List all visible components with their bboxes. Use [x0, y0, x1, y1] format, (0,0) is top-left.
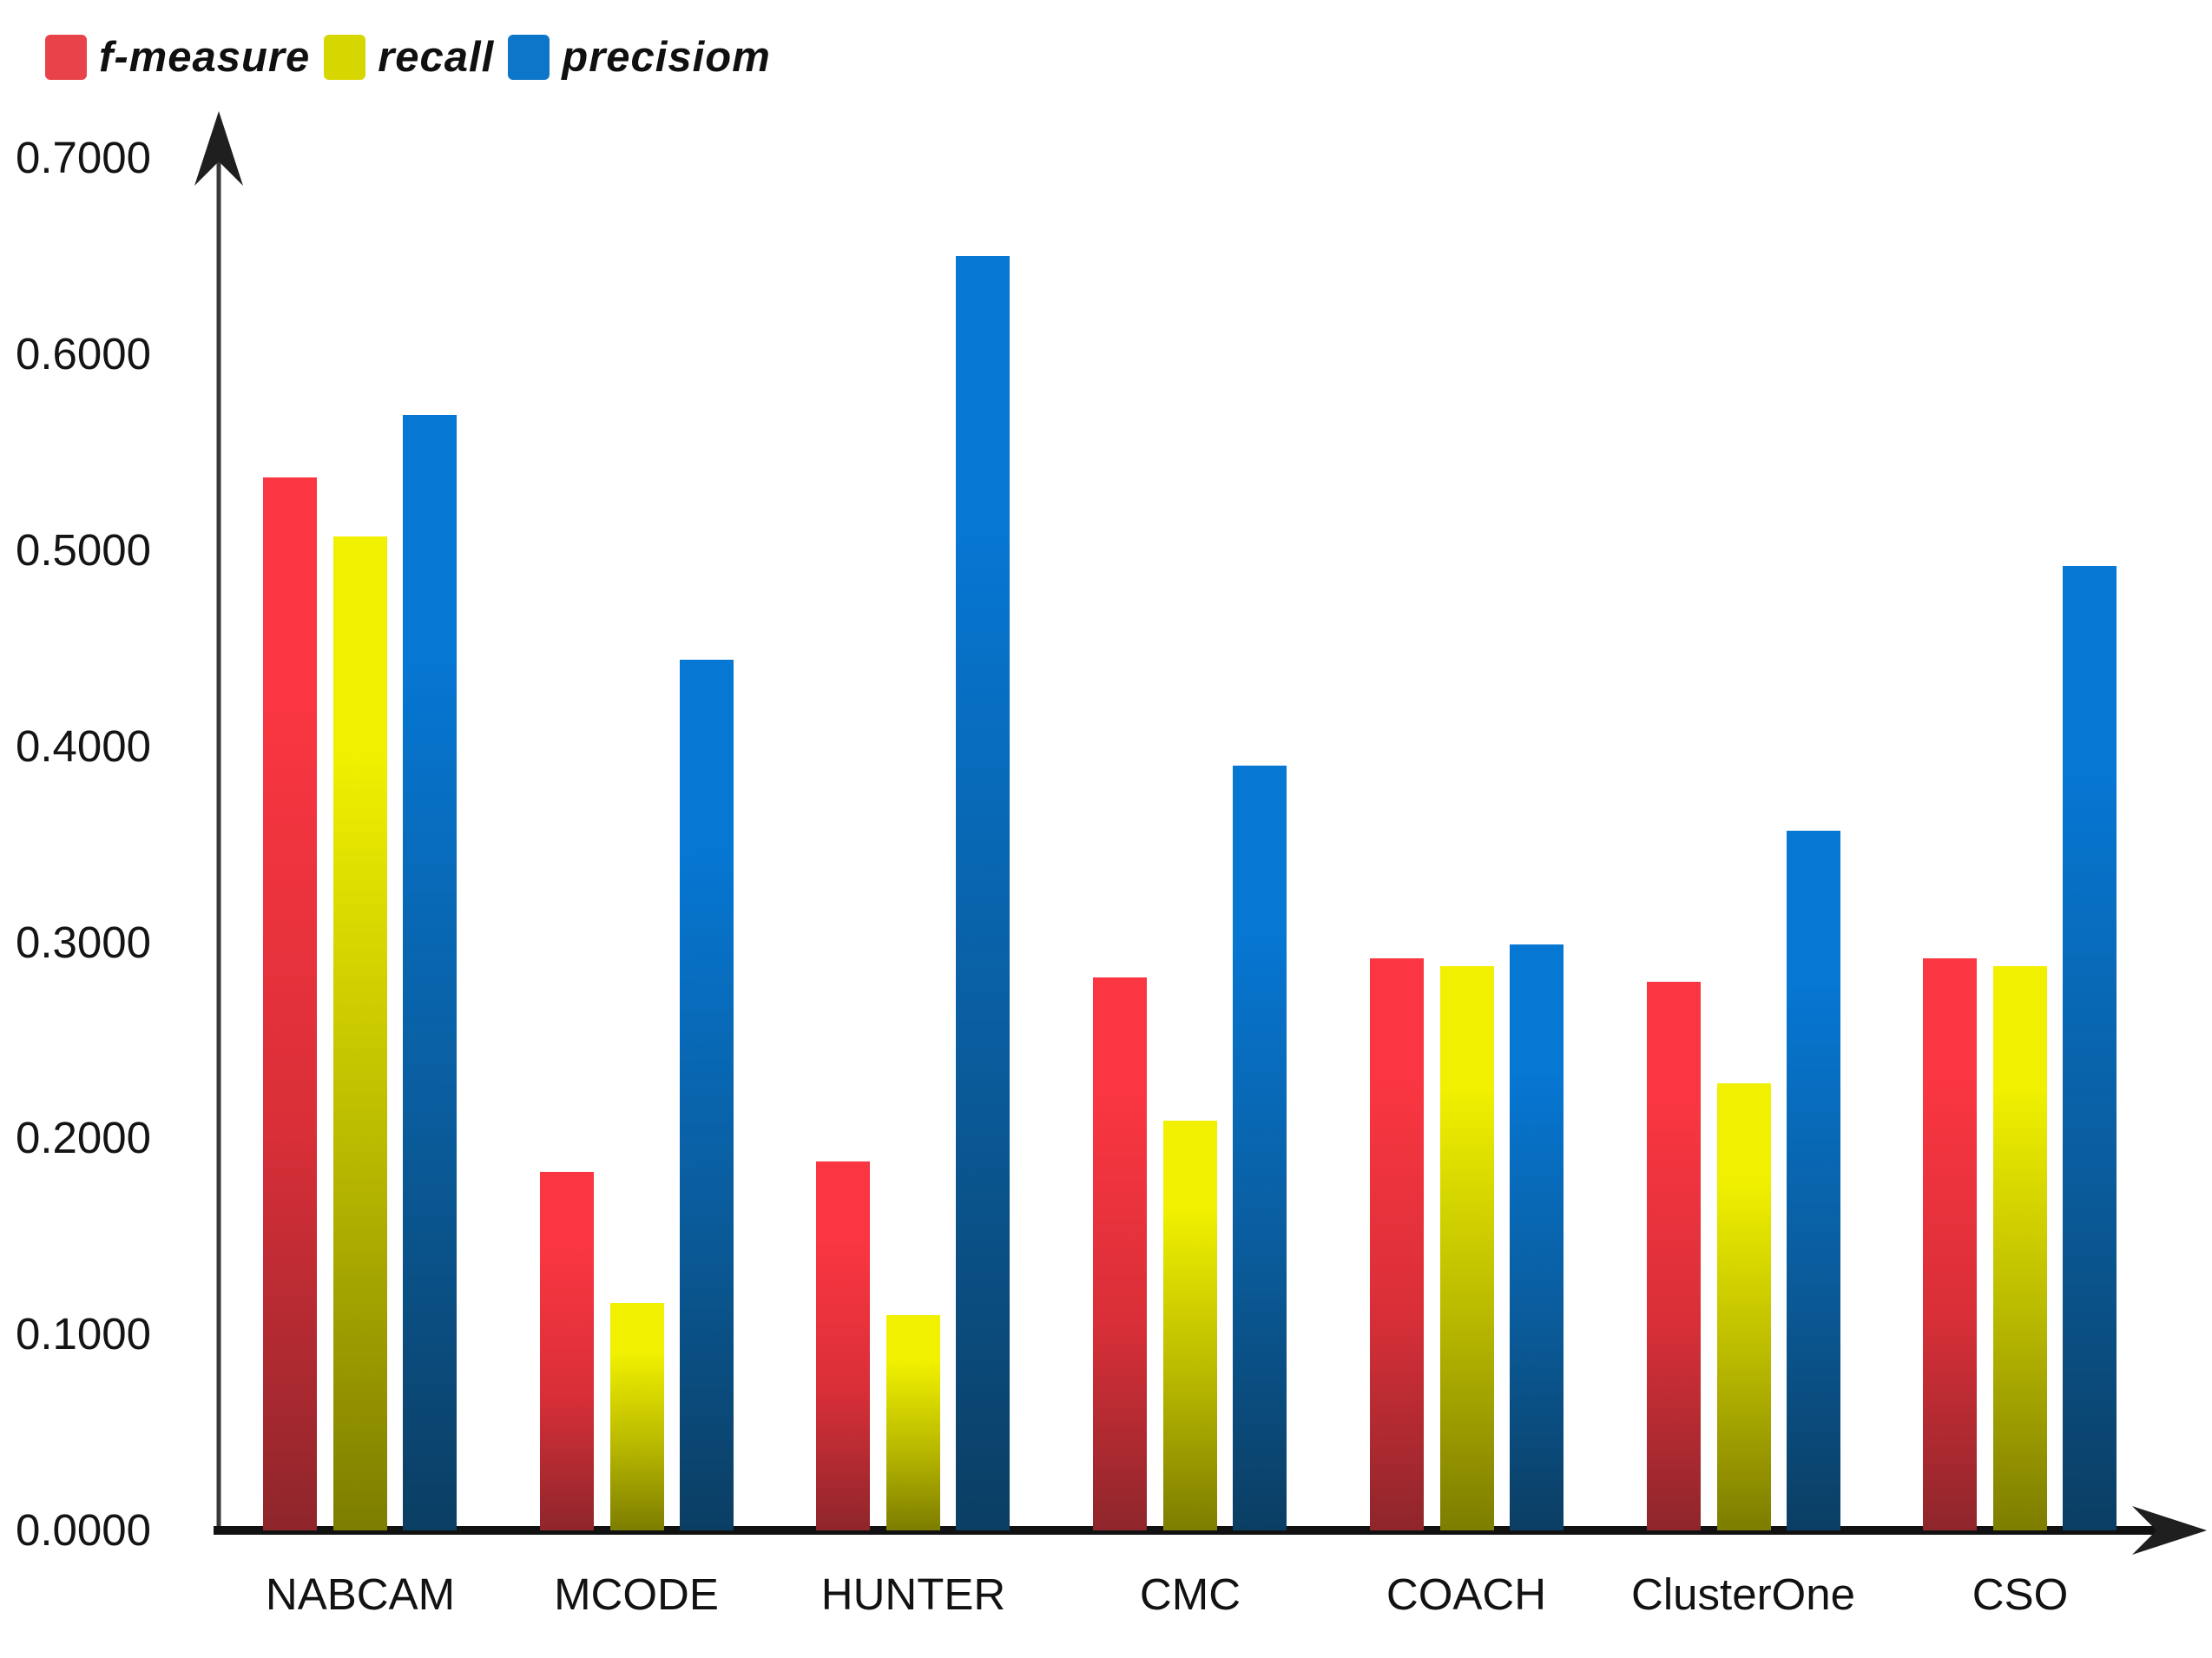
legend-label-f-measure: f-measure	[99, 34, 311, 81]
legend-item-recall: recall	[324, 33, 494, 82]
bar-recall-HUNTER	[886, 1314, 940, 1530]
legend-swatch-recall-icon	[324, 35, 366, 80]
x-category-label-HUNTER: HUNTER	[820, 1569, 1006, 1619]
legend-swatch-precision-icon	[508, 35, 550, 80]
bar-precisiom-CSO	[2063, 566, 2117, 1530]
x-category-label-ClusterOne: ClusterOne	[1631, 1569, 1855, 1619]
bar-recall-MCODE	[610, 1303, 664, 1530]
bar-f-measure-ClusterOne	[1647, 981, 1701, 1530]
legend-label-precision: precisiom	[562, 34, 771, 81]
x-category-label-MCODE: MCODE	[554, 1569, 719, 1619]
y-tick-label: 0.4000	[16, 720, 151, 771]
legend: f-measure recall precisiom	[45, 33, 771, 82]
bar-f-measure-COACH	[1370, 957, 1424, 1530]
bar-precisiom-ClusterOne	[1787, 830, 1840, 1530]
y-tick-label: 0.0000	[16, 1505, 151, 1555]
bar-f-measure-HUNTER	[816, 1161, 870, 1530]
bar-recall-COACH	[1440, 965, 1494, 1530]
x-category-label-COACH: COACH	[1386, 1569, 1547, 1619]
x-axis-arrow-icon	[2132, 1506, 2207, 1555]
y-axis-arrow-icon	[194, 111, 243, 186]
bar-precisiom-NABCAM	[403, 415, 457, 1530]
y-tick-label: 0.5000	[16, 525, 151, 575]
y-tick-label: 0.3000	[16, 917, 151, 967]
y-tick-label: 0.2000	[16, 1113, 151, 1163]
y-tick-label: 0.1000	[16, 1309, 151, 1359]
x-category-label-CMC: CMC	[1139, 1569, 1241, 1619]
bar-precisiom-COACH	[1510, 944, 1564, 1530]
legend-item-f-measure: f-measure	[45, 33, 310, 82]
legend-item-precision: precisiom	[508, 33, 770, 82]
bar-recall-CSO	[1993, 965, 2047, 1530]
legend-label-recall: recall	[378, 34, 495, 81]
bar-precisiom-CMC	[1233, 766, 1287, 1530]
bar-recall-CMC	[1163, 1121, 1217, 1530]
bar-f-measure-MCODE	[540, 1171, 594, 1530]
legend-swatch-f-measure-icon	[45, 35, 87, 80]
x-category-label-NABCAM: NABCAM	[265, 1569, 456, 1619]
bar-f-measure-NABCAM	[263, 477, 317, 1530]
bar-f-measure-CSO	[1923, 957, 1977, 1530]
bar-recall-NABCAM	[333, 536, 387, 1530]
bar-f-measure-CMC	[1093, 977, 1147, 1530]
y-tick-label: 0.7000	[16, 133, 151, 183]
x-category-label-CSO: CSO	[1972, 1569, 2069, 1619]
y-tick-label: 0.6000	[16, 329, 151, 379]
bar-precisiom-MCODE	[680, 660, 734, 1530]
bar-precisiom-HUNTER	[956, 256, 1010, 1530]
bar-recall-ClusterOne	[1717, 1083, 1771, 1530]
